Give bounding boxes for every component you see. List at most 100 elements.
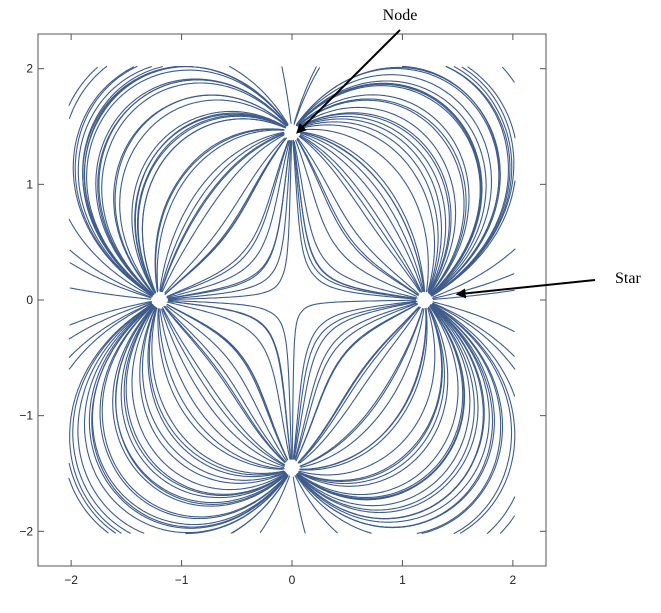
streamline: [299, 131, 425, 292]
streamline: [298, 306, 445, 485]
streamline: [299, 121, 439, 292]
streamline: [432, 302, 515, 357]
streamline: [69, 287, 152, 300]
streamline: [168, 299, 293, 460]
streamline: [151, 307, 285, 474]
streamline: [432, 302, 516, 370]
streamline: [69, 249, 152, 298]
streamline: [137, 115, 286, 294]
streamline: [166, 301, 291, 460]
streamline: [432, 248, 516, 298]
streamlines: [68, 65, 516, 535]
streamline: [294, 302, 418, 460]
streamline: [297, 305, 459, 496]
streamline: [296, 304, 490, 523]
streamline: [101, 82, 287, 295]
streamline: [164, 305, 287, 463]
streamline: [431, 66, 509, 296]
streamline: [297, 306, 466, 501]
streamline: [69, 262, 152, 299]
streamline: [295, 303, 418, 462]
streamline: [432, 66, 513, 296]
streamline: [432, 303, 516, 397]
streamline: [68, 302, 153, 370]
streamline: [291, 299, 417, 460]
streamline: [296, 304, 479, 514]
streamline: [298, 115, 447, 294]
y-tick-label: 2: [26, 62, 33, 76]
streamline: [167, 139, 293, 301]
streamline: [166, 140, 291, 299]
streamline: [295, 475, 372, 534]
streamline: [296, 304, 494, 528]
streamline: [141, 307, 285, 481]
streamline: [68, 65, 108, 120]
x-tick-label: −2: [64, 573, 78, 587]
streamline: [229, 65, 289, 125]
streamline: [88, 304, 289, 529]
streamline: [131, 305, 286, 491]
streamline: [296, 305, 475, 511]
streamline: [166, 304, 288, 460]
streamline: [298, 112, 452, 294]
streamline: [157, 307, 284, 470]
streamline: [164, 137, 286, 294]
streamline: [166, 304, 288, 461]
streamline: [166, 140, 290, 298]
annotations: Node Star: [296, 7, 641, 299]
streamline: [69, 303, 153, 534]
streamline: [164, 137, 287, 295]
streamline: [298, 307, 449, 487]
streamline: [160, 308, 285, 467]
streamline: [98, 79, 288, 296]
streamline: [297, 98, 467, 295]
streamline: [72, 66, 153, 297]
streamline: [161, 134, 285, 293]
streamline: [113, 94, 288, 296]
streamline: [299, 134, 423, 293]
streamline: [68, 66, 98, 106]
streamline: [432, 301, 515, 333]
streamline: [401, 65, 500, 296]
x-axis: −2 −1 0 1 2: [64, 34, 517, 587]
streamline: [431, 304, 513, 534]
streamline: [294, 302, 417, 461]
streamline: [296, 85, 481, 295]
streamline: [164, 137, 287, 295]
x-tick-label: −1: [175, 573, 189, 587]
streamline: [295, 74, 493, 296]
streamline: [293, 141, 418, 299]
streamline: [123, 306, 287, 497]
streamline: [69, 300, 152, 326]
streamline: [91, 304, 288, 526]
streamline: [154, 128, 284, 292]
streamline: [296, 138, 419, 296]
streamline: [68, 301, 152, 340]
streamline: [299, 124, 436, 292]
y-axis: −2 −1 0 1 2: [19, 62, 546, 538]
streamline: [502, 66, 515, 83]
streamline: [298, 113, 450, 293]
streamline: [259, 475, 290, 534]
streamline: [298, 135, 421, 293]
streamline: [300, 131, 426, 293]
streamline: [292, 476, 306, 534]
streamline: [297, 305, 464, 498]
streamline: [131, 110, 287, 294]
streamline: [297, 306, 420, 464]
annotation-arrow: [455, 279, 596, 299]
annotation-arrow: [296, 29, 401, 134]
streamline: [164, 306, 286, 463]
streamline: [416, 304, 502, 534]
annotation-label-node: Node: [383, 7, 418, 24]
streamline: [148, 308, 285, 476]
y-tick-label: −1: [19, 409, 33, 423]
streamline: [294, 475, 338, 534]
streamline: [82, 65, 289, 296]
streamline: [297, 94, 470, 295]
streamline: [299, 306, 421, 464]
streamline: [74, 65, 153, 296]
streamline: [299, 135, 422, 293]
streamline: [68, 218, 153, 298]
